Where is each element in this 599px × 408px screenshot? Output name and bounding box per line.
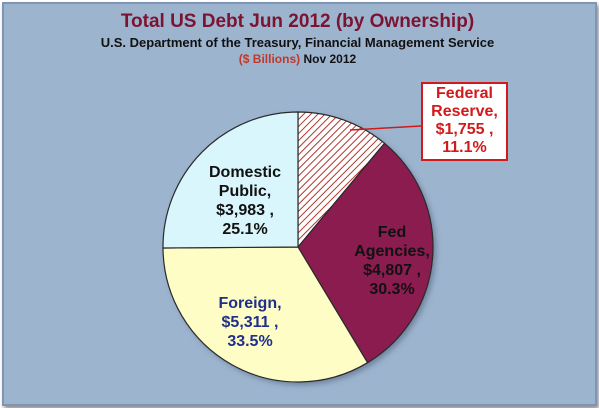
- slice-value: $1,755 ,: [435, 121, 494, 138]
- date-label: Nov 2012: [303, 52, 357, 66]
- slice-name-line: Federal: [436, 85, 493, 102]
- slice-name-line: Fed: [377, 224, 407, 241]
- chart-title: Total US Debt Jun 2012 (by Ownership): [120, 11, 475, 32]
- slice-label-foreign: Foreign, $5,311 , 33.5%: [180, 294, 320, 351]
- slice-percent: 11.1%: [442, 139, 487, 156]
- pie-slice-fed-agencies: [297, 142, 434, 364]
- pie-slice-domestic-public: [162, 111, 299, 249]
- slice-name-line: Foreign,: [218, 295, 282, 312]
- unit-label: ($ Billions): [238, 52, 301, 66]
- pie-slice-foreign: [162, 246, 369, 383]
- slice-label-fed-agencies: Fed Agencies, $4,807 , 30.3%: [332, 223, 452, 299]
- slice-value: $3,983 ,: [216, 202, 274, 219]
- pie-slices: [162, 111, 434, 383]
- slice-name-line: Domestic: [208, 164, 282, 181]
- chart-subtitle: U.S. Department of the Treasury, Financi…: [100, 35, 495, 50]
- chart-unit-note: ($ Billions) Nov 2012: [0, 52, 595, 66]
- slice-percent: 30.3%: [369, 281, 415, 298]
- slice-name-line: Reserve,: [431, 103, 498, 120]
- slice-name-line: Public,: [218, 183, 272, 200]
- pie-slice-federal-reserve: [297, 111, 386, 249]
- slice-value: $5,311 ,: [221, 314, 279, 331]
- slice-label-federal-reserve: Federal Reserve, $1,755 , 11.1%: [421, 82, 508, 161]
- slice-value: $4,807 ,: [363, 262, 421, 279]
- federal-reserve-leader-line: [349, 125, 422, 131]
- slice-label-domestic-public: Domestic Public, $3,983 , 25.1%: [175, 163, 315, 239]
- slice-percent: 25.1%: [222, 221, 268, 238]
- slice-name-line: Agencies,: [354, 243, 430, 260]
- slice-percent: 33.5%: [227, 333, 273, 350]
